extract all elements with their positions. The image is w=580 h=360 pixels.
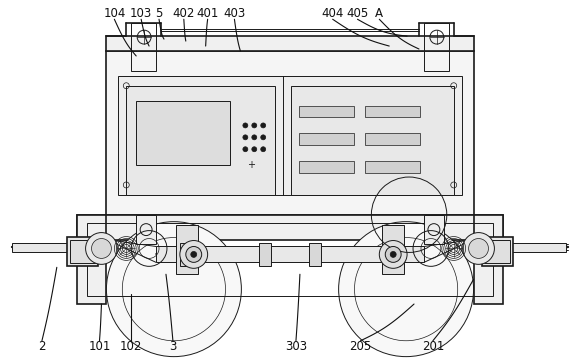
Circle shape <box>186 247 202 262</box>
Text: 303: 303 <box>285 340 307 353</box>
Bar <box>131 23 156 71</box>
Bar <box>291 86 454 195</box>
Circle shape <box>86 233 117 264</box>
Bar <box>106 36 474 51</box>
Circle shape <box>180 240 208 268</box>
Text: 401: 401 <box>197 7 219 20</box>
Circle shape <box>92 239 111 258</box>
Circle shape <box>261 147 266 152</box>
Bar <box>382 225 404 274</box>
Bar <box>180 243 192 266</box>
Bar <box>299 161 353 173</box>
Circle shape <box>390 251 396 257</box>
Text: 5: 5 <box>155 7 163 20</box>
Bar <box>126 86 275 195</box>
Bar <box>484 239 510 264</box>
Bar <box>77 215 106 304</box>
Text: 205: 205 <box>349 340 372 353</box>
Bar <box>365 161 420 173</box>
Text: +: + <box>247 160 255 170</box>
Text: 405: 405 <box>346 7 369 20</box>
Circle shape <box>261 123 266 128</box>
Bar <box>156 247 424 262</box>
Bar <box>424 23 449 71</box>
Bar <box>365 105 420 117</box>
Bar <box>136 100 230 165</box>
Text: 102: 102 <box>120 340 143 353</box>
Circle shape <box>243 147 248 152</box>
Bar <box>77 215 503 239</box>
Text: 3: 3 <box>169 340 176 353</box>
Circle shape <box>252 123 257 128</box>
Bar <box>365 133 420 145</box>
Circle shape <box>261 135 266 140</box>
Bar <box>176 225 198 274</box>
Circle shape <box>243 123 248 128</box>
Circle shape <box>243 135 248 140</box>
Text: 403: 403 <box>223 7 245 20</box>
Circle shape <box>252 135 257 140</box>
Circle shape <box>339 222 474 357</box>
Text: 402: 402 <box>173 7 195 20</box>
Text: 201: 201 <box>422 340 444 353</box>
Text: 2: 2 <box>38 340 46 353</box>
Bar <box>86 223 494 296</box>
Bar <box>424 215 444 244</box>
Bar <box>299 133 353 145</box>
Text: A: A <box>375 7 383 20</box>
Circle shape <box>252 147 257 152</box>
Circle shape <box>106 222 241 357</box>
Bar <box>506 243 566 252</box>
Circle shape <box>469 239 488 258</box>
Bar <box>388 243 400 266</box>
Bar <box>106 51 474 215</box>
Text: 103: 103 <box>130 7 153 20</box>
Text: 404: 404 <box>321 7 344 20</box>
Bar <box>118 76 462 195</box>
Bar <box>67 237 99 266</box>
Bar <box>309 243 321 266</box>
Text: 104: 104 <box>103 7 125 20</box>
Bar <box>12 243 72 252</box>
Bar <box>481 237 513 266</box>
Circle shape <box>379 240 407 268</box>
Text: 101: 101 <box>88 340 111 353</box>
Circle shape <box>385 247 401 262</box>
Bar <box>136 215 156 244</box>
Bar <box>474 215 503 304</box>
Bar <box>70 239 96 264</box>
Bar <box>299 105 353 117</box>
Circle shape <box>463 233 494 264</box>
Bar <box>259 243 271 266</box>
Circle shape <box>191 251 197 257</box>
